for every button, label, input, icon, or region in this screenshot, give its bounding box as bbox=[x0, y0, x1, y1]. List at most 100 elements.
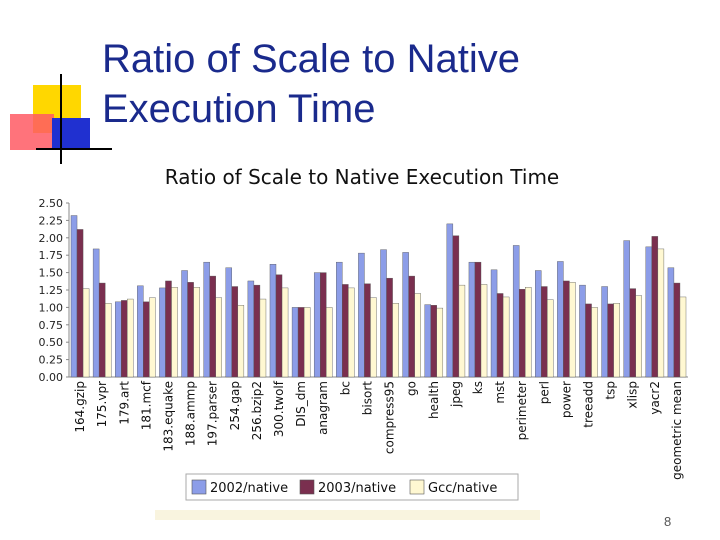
y-tick-label: 2.00 bbox=[39, 232, 64, 245]
decor-red-square bbox=[10, 114, 54, 150]
bar-gcc-native-164-gzip bbox=[82, 288, 90, 378]
slide-title: Ratio of Scale to Native Execution Time bbox=[102, 34, 702, 134]
bar-2002-native-183-equake bbox=[159, 287, 166, 378]
bar-2002-native-power bbox=[557, 261, 564, 378]
y-tick-label: 0.50 bbox=[39, 336, 64, 349]
bar-2003-native-anagram bbox=[320, 272, 327, 378]
x-category-label: 181.mcf bbox=[139, 380, 153, 430]
x-category-label: 164.gzip bbox=[73, 381, 87, 433]
bar-chart: Ratio of Scale to Native Execution Time … bbox=[39, 165, 688, 520]
bar-2003-native-perimeter bbox=[518, 289, 526, 378]
bar-2002-native-xlisp bbox=[623, 240, 630, 378]
bar-2003-native-health bbox=[430, 305, 437, 378]
bar-gcc-native-anagram bbox=[326, 307, 333, 378]
x-category-label: DIS_dm bbox=[294, 381, 308, 427]
bar-gcc-native-179-art bbox=[127, 298, 134, 378]
y-tick-label: 1.75 bbox=[39, 249, 64, 262]
bar-2003-native-175-vpr bbox=[98, 282, 106, 378]
y-tick-label: 0.75 bbox=[39, 319, 64, 332]
bar-gcc-native-treeadd bbox=[591, 307, 598, 378]
bar-2003-native-181-mcf bbox=[143, 301, 150, 378]
x-category-label: bisort bbox=[360, 381, 374, 415]
page-number: 8 bbox=[664, 514, 672, 529]
bar-gcc-native-xlisp bbox=[635, 295, 642, 378]
bar-gcc-native-175-vpr bbox=[104, 303, 112, 378]
bar-2003-native-compress95 bbox=[386, 277, 393, 378]
decor-horizontal-line bbox=[36, 148, 112, 150]
bar-gcc-native-ks bbox=[480, 284, 488, 378]
bar-gcc-native-power bbox=[569, 282, 576, 378]
bar-2002-native-ks bbox=[468, 261, 476, 378]
x-category-label: treeadd bbox=[582, 381, 596, 428]
bar-gcc-native-dis-dm bbox=[303, 307, 311, 378]
legend-label: Gcc/native bbox=[428, 481, 497, 496]
bar-2002-native-tsp bbox=[601, 286, 608, 378]
bar-gcc-native-bc bbox=[348, 287, 355, 378]
bar-2002-native-254-gap bbox=[225, 267, 232, 378]
bar-2002-native-treeadd bbox=[579, 284, 586, 378]
bar-2002-native-geometric-mean bbox=[667, 267, 675, 378]
bar-gcc-native-256-bzip2 bbox=[259, 298, 267, 378]
bar-2002-native-perimeter bbox=[512, 245, 520, 378]
bar-2002-native-300-twolf bbox=[269, 264, 277, 378]
decor-vertical-line bbox=[60, 74, 62, 164]
x-category-label: xlisp bbox=[626, 381, 640, 409]
x-category-label: yacr2 bbox=[648, 381, 662, 415]
y-tick-label: 0.25 bbox=[39, 354, 64, 367]
x-category-label: 188.ammp bbox=[184, 381, 198, 446]
bar-gcc-native-yacr2 bbox=[657, 248, 665, 378]
bar-2003-native-164-gzip bbox=[76, 229, 84, 378]
bar-2002-native-197-parser bbox=[203, 261, 210, 378]
x-category-label: perl bbox=[537, 381, 551, 404]
bar-2003-native-mst bbox=[496, 293, 504, 378]
x-category-label: health bbox=[427, 381, 441, 419]
bar-2003-native-300-twolf bbox=[275, 274, 283, 378]
decor-blue-square bbox=[52, 118, 90, 148]
bar-2002-native-compress95 bbox=[380, 249, 387, 378]
bar-2003-native-treeadd bbox=[585, 303, 592, 378]
bar-2002-native-dis-dm bbox=[291, 307, 299, 378]
bar-2002-native-perl bbox=[535, 270, 542, 378]
bar-2002-native-jpeg bbox=[446, 223, 454, 378]
bar-2003-native-254-gap bbox=[231, 286, 239, 378]
bar-2002-native-256-bzip2 bbox=[247, 280, 255, 378]
bar-gcc-native-perl bbox=[547, 299, 554, 378]
bar-2003-native-dis-dm bbox=[297, 307, 305, 378]
x-category-label: go bbox=[405, 381, 419, 396]
bar-2003-native-bc bbox=[342, 284, 349, 378]
x-category-label: 179.art bbox=[117, 381, 131, 425]
x-category-label: 300.twolf bbox=[272, 380, 286, 437]
bar-2002-native-bisort bbox=[358, 252, 365, 378]
x-category-label: 197.parser bbox=[206, 381, 220, 446]
bar-2003-native-jpeg bbox=[452, 235, 460, 378]
bar-gcc-native-health bbox=[436, 307, 444, 378]
x-category-label: tsp bbox=[604, 381, 618, 400]
x-category-label: jpeg bbox=[449, 381, 463, 408]
bar-2002-native-179-art bbox=[115, 301, 122, 378]
bar-2002-native-188-ammp bbox=[181, 270, 188, 378]
x-category-label: geometric mean bbox=[670, 381, 684, 480]
x-category-label: 254.gap bbox=[228, 381, 242, 430]
bar-2002-native-health bbox=[424, 304, 431, 378]
bar-2003-native-go bbox=[408, 275, 415, 378]
x-category-label: bc bbox=[338, 381, 352, 395]
x-category-label: perimeter bbox=[515, 381, 529, 440]
bar-gcc-native-go bbox=[414, 293, 421, 378]
legend-label: 2002/native bbox=[210, 481, 288, 496]
legend-swatch bbox=[299, 479, 315, 495]
bar-2002-native-181-mcf bbox=[137, 285, 144, 378]
bottom-strip bbox=[155, 510, 540, 520]
bar-gcc-native-183-equake bbox=[171, 287, 178, 378]
y-tick-label: 2.50 bbox=[39, 197, 64, 210]
slide-title-line-2: Execution Time bbox=[102, 87, 376, 131]
bar-2002-native-bc bbox=[336, 261, 343, 378]
bar-2003-native-perl bbox=[541, 286, 548, 378]
y-tick-label: 2.25 bbox=[39, 214, 64, 227]
bar-gcc-native-181-mcf bbox=[149, 297, 156, 378]
legend-label: 2003/native bbox=[318, 481, 396, 496]
legend-swatch bbox=[409, 479, 425, 495]
bar-2003-native-197-parser bbox=[209, 275, 216, 378]
bar-gcc-native-254-gap bbox=[237, 305, 245, 378]
bar-gcc-native-188-ammp bbox=[193, 287, 200, 378]
x-category-label: 175.vpr bbox=[95, 381, 109, 427]
